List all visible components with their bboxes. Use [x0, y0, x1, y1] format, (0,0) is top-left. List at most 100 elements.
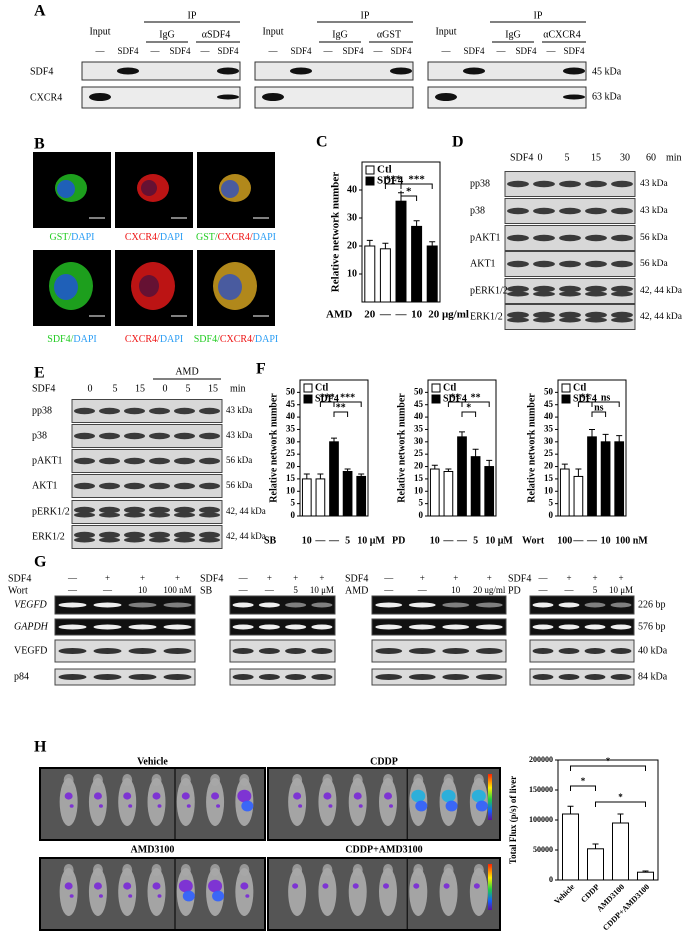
x-tick-label: —: [586, 535, 598, 546]
y-tick-label: 5: [549, 498, 554, 508]
band: [375, 648, 403, 654]
y-tick-label: 30: [414, 436, 424, 446]
band: [463, 67, 485, 75]
signal: [216, 804, 221, 808]
error-bar: [567, 805, 574, 814]
blot-header: IgG: [159, 29, 175, 40]
blot: [529, 668, 635, 686]
blot-header: IP: [534, 10, 543, 21]
band: [610, 624, 632, 630]
sig-label: ns: [594, 402, 604, 413]
band: [99, 537, 120, 543]
band: [99, 407, 120, 415]
error-bar: [382, 242, 389, 249]
lane-label: 15: [591, 152, 601, 163]
size-label: 42, 44 kDa: [640, 312, 683, 322]
bar: [356, 475, 367, 517]
mouse: [239, 864, 250, 876]
band: [163, 674, 192, 680]
blot: [71, 424, 223, 448]
sig-label: *: [618, 792, 623, 802]
sig-bracket: [570, 785, 596, 791]
band: [584, 648, 606, 654]
band: [507, 260, 529, 268]
size-label: 56 kDa: [640, 233, 668, 243]
blot: [371, 639, 507, 663]
lane-label: +: [140, 573, 145, 583]
band: [199, 482, 220, 490]
band: [74, 407, 95, 415]
image-label: GST/DAPI: [49, 232, 94, 243]
x-tick-label: 100: [557, 535, 572, 546]
band: [232, 602, 254, 608]
treatment-label: SDF4: [8, 573, 31, 584]
error-bar: [429, 241, 436, 246]
lane-label: 5: [186, 383, 191, 394]
lane-label: +: [105, 573, 110, 583]
row-label: VEGFD: [14, 599, 48, 610]
bar: [457, 436, 467, 517]
signal: [353, 792, 362, 800]
sig-bracket: [570, 765, 646, 771]
lane-label: 10 μM: [609, 585, 633, 595]
y-tick-label: 10: [414, 485, 424, 495]
band: [99, 457, 120, 465]
blot: [229, 639, 336, 663]
label-part: DAPI: [160, 232, 183, 243]
error-bar: [303, 473, 310, 479]
mouse: [210, 864, 221, 876]
lane-label: —: [150, 46, 161, 56]
treatment-label: SDF4: [510, 152, 533, 163]
band: [128, 624, 157, 630]
y-tick-label: 35: [286, 424, 296, 434]
signal: [441, 789, 456, 803]
band: [611, 207, 633, 215]
bar: [364, 245, 376, 303]
band: [585, 311, 607, 319]
x-row-label: SB: [264, 535, 277, 546]
label-part: GST/: [196, 232, 218, 243]
lane-label: —: [67, 585, 78, 595]
error-bar: [602, 433, 609, 442]
row-label: p38: [470, 205, 485, 216]
band: [99, 512, 120, 518]
row-label: pAKT1: [470, 232, 501, 243]
x-tick-label: CDDP+AMD3100: [601, 882, 651, 932]
row-label: CXCR4: [30, 92, 62, 103]
band: [174, 407, 195, 415]
nucleus: [141, 180, 157, 196]
sig-label: ***: [320, 392, 335, 403]
band: [507, 311, 529, 319]
signal: [123, 792, 132, 800]
x-tick-label: —: [442, 535, 454, 546]
blot-header: Input: [262, 26, 283, 37]
band: [149, 432, 170, 440]
lane-label: SDF4: [342, 46, 364, 56]
panel-letter: G: [34, 554, 47, 571]
band: [199, 512, 220, 518]
blot-header: Input: [89, 26, 110, 37]
mouse: [288, 778, 307, 826]
y-tick-label: 0: [291, 510, 296, 520]
band: [74, 512, 95, 518]
band: [174, 531, 195, 539]
lane-label: 10 μM: [310, 585, 334, 595]
lane-label: —: [564, 585, 575, 595]
blot: [54, 618, 196, 636]
signal: [152, 882, 161, 890]
row-label: pERK1/2: [470, 285, 508, 296]
blot: [71, 500, 223, 524]
band: [533, 285, 555, 293]
bar: [411, 225, 423, 303]
lane-label: 10: [138, 585, 148, 595]
mouse: [59, 778, 78, 826]
blot-header: IP: [188, 10, 197, 21]
signal: [64, 882, 73, 890]
nucleus: [218, 274, 242, 300]
mouse: [439, 868, 458, 916]
mouse: [180, 774, 191, 786]
blot: [229, 668, 336, 686]
mouse: [118, 778, 137, 826]
sig-label: ***: [385, 174, 402, 186]
x-tick-label: 10: [411, 309, 423, 321]
